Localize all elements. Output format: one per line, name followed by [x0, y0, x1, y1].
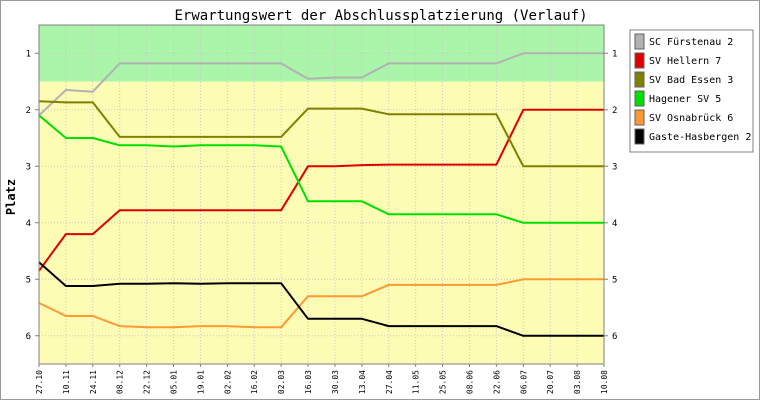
legend-swatch-4 [634, 109, 645, 126]
y-tick-label-right: 4 [612, 219, 617, 229]
chart-title: Erwartungswert der Abschlussplatzierung … [174, 8, 587, 24]
x-tick-label: 08.12 [116, 370, 125, 394]
x-tick-label: 20.07 [546, 370, 555, 394]
x-tick-label: 10.11 [62, 370, 71, 394]
x-tick-label: 16.02 [250, 370, 259, 394]
y-tick-label-right: 3 [612, 162, 617, 172]
x-tick-label: 02.03 [277, 370, 286, 394]
x-tick-label: 30.03 [331, 370, 340, 394]
plot-border [38, 24, 605, 365]
x-tick-label: 25.05 [439, 370, 448, 394]
y-tick-label-left: 6 [26, 332, 31, 342]
x-tick-label: 19.01 [196, 370, 205, 394]
y-ticks: 1 1 2 2 3 3 4 4 5 5 6 6 [26, 49, 618, 342]
y-tick-label-left: 2 [26, 106, 31, 116]
x-tick-label: 27.04 [385, 370, 394, 394]
y-tick-label-right: 6 [612, 332, 617, 342]
x-tick-label: 02.02 [223, 370, 232, 394]
series-lines [38, 52, 604, 337]
x-tick-label: 08.06 [465, 370, 474, 394]
x-tick-label: 05.01 [170, 370, 179, 394]
legend-label-2: SV Bad Essen 3 [649, 75, 733, 86]
legend-label-3: Hagener SV 5 [649, 94, 721, 105]
series-line-2 [38, 100, 604, 168]
x-tick-label: 27.10 [35, 370, 44, 394]
x-tick-label: 10.08 [600, 370, 609, 394]
series-line-0 [38, 52, 604, 117]
x-tick-label: 11.05 [412, 370, 421, 394]
y-tick-label-right: 5 [612, 275, 617, 285]
background-bands [39, 25, 604, 364]
x-tick-label: 03.08 [573, 370, 582, 394]
x-tick-label: 06.07 [519, 370, 528, 394]
y-tick-label-left: 4 [26, 219, 31, 229]
legend-swatch-2 [634, 71, 645, 88]
legend-label-1: SV Hellern 7 [649, 56, 721, 67]
y-tick-label-right: 2 [612, 106, 617, 116]
legend-swatch-5 [634, 128, 645, 145]
legend-swatch-3 [634, 90, 645, 107]
legend-label-5: Gaste-Hasbergen 2 [649, 132, 751, 143]
x-tick-label: 24.11 [89, 370, 98, 394]
legend-label-0: SC Fürstenau 2 [649, 37, 733, 48]
y-axis-label: Platz [4, 179, 18, 215]
series-line-4 [38, 278, 604, 329]
series-line-3 [38, 114, 604, 224]
y-tick-label-left: 5 [26, 275, 31, 285]
legend-label-4: SV Osnabrück 6 [649, 113, 733, 124]
y-tick-label-right: 1 [612, 49, 617, 59]
y-tick-label-left: 3 [26, 162, 31, 172]
legend: SC Fürstenau 2 SV Hellern 7 SV Bad Essen 3… [629, 29, 754, 153]
x-tick-label: 22.12 [143, 370, 152, 394]
legend-box [629, 29, 754, 153]
x-tick-label: 22.06 [492, 370, 501, 394]
x-ticks: 27.10 10.11 24.11 08.12 22.12 05.01 19.01 02.02… [35, 364, 609, 394]
x-tick-label: 16.03 [304, 370, 313, 394]
y-tick-label-left: 1 [26, 49, 31, 59]
series-line-1 [38, 108, 604, 272]
x-tick-label: 13.04 [358, 370, 367, 394]
series-line-5 [38, 261, 604, 337]
legend-swatch-0 [634, 33, 645, 50]
legend-swatch-1 [634, 52, 645, 69]
